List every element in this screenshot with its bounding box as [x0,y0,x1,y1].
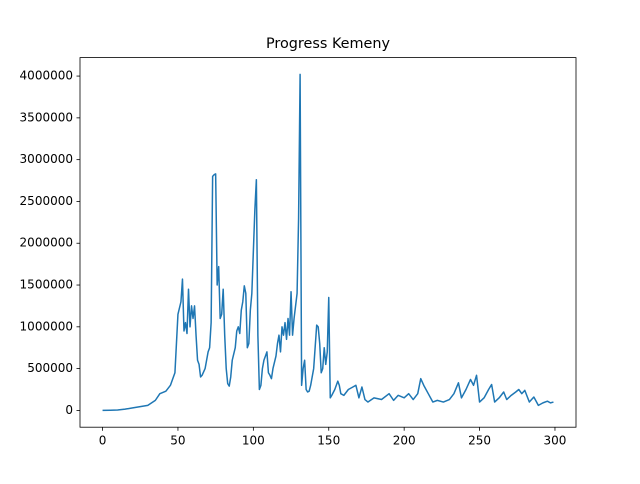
chart-title: Progress Kemeny [266,36,391,52]
data-line [102,73,554,412]
y-tick-label: 500000 [27,361,73,375]
y-tick-label: 1500000 [20,278,73,292]
x-tick-label: 200 [393,434,416,448]
y-tick-label: 2500000 [20,194,73,208]
x-tick-label: 100 [242,434,265,448]
x-tick-label: 300 [544,434,567,448]
x-tick-label: 50 [170,434,185,448]
y-tick-label: 0 [65,403,73,417]
x-tick-label: 250 [468,434,491,448]
y-tick-label: 2000000 [20,236,73,250]
axes-frame [79,57,577,428]
y-tick-label: 1000000 [20,319,73,333]
y-tick-label: 3500000 [20,110,73,124]
x-tick-label: 0 [99,434,107,448]
y-tick-label: 3000000 [20,152,73,166]
y-tick-label: 4000000 [20,69,73,83]
x-tick-label: 150 [317,434,340,448]
